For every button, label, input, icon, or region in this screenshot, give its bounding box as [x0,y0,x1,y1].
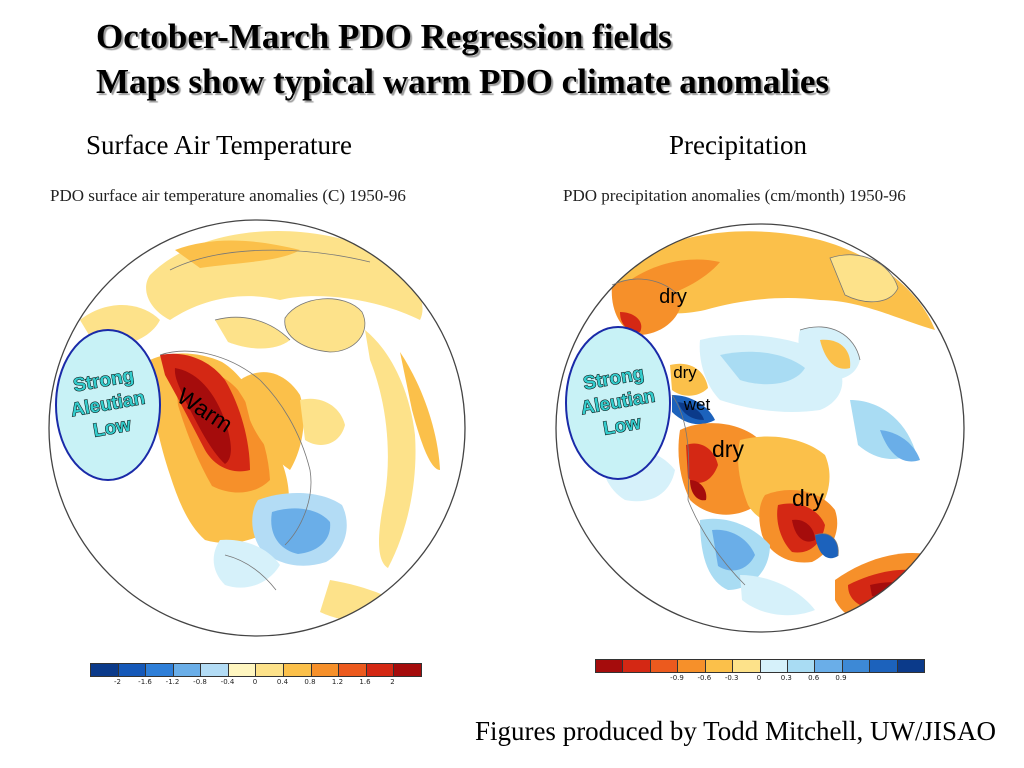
temperature-colorbar-tick-label: 1.2 [331,678,344,686]
left-map-caption: PDO surface air temperature anomalies (C… [50,186,406,205]
precipitation-colorbar-tick-label: -0.9 [670,674,684,682]
temperature-colorbar-tick-label: 1.6 [359,678,371,686]
temperature-colorbar-tick-label: -0.4 [220,678,235,686]
credits-footer: Figures produced by Todd Mitchell, UW/JI… [474,716,996,746]
slide-title: October-March PDO Regression fields Maps… [96,14,829,104]
temperature-colorbar-ticks: -2 -1.6 -1.2 -0.8 -0.4 0 0.4 0.8 1.2 1.6 2 [90,678,420,688]
temperature-colorbar-tick-label: 2 [390,678,395,686]
precipitation-colorbar-tick-label: 0.9 [835,674,847,682]
precipitation-colorbar-swatch [733,660,761,672]
precipitation-colorbar-swatch [678,660,706,672]
temperature-colorbar-tick-label: 0 [252,678,258,686]
temperature-colorbar-swatch [173,664,202,676]
precipitation-colorbar-tick-label: 0.6 [808,674,820,682]
precipitation-colorbar-tick-label: 0.3 [780,674,792,682]
precipitation-colorbar-swatch [787,660,816,672]
temperature-colorbar-swatch [91,664,119,676]
temperature-colorbar [90,663,422,677]
precipitation-colorbar-swatch [842,660,871,672]
temperature-colorbar-swatch [146,664,174,676]
title-line-2: Maps show typical warm PDO climate anoma… [96,62,829,101]
temperature-colorbar-swatch [311,664,340,676]
right-map-caption: PDO precipitation anomalies (cm/month) 1… [563,186,906,205]
precipitation-colorbar [595,659,925,673]
aleutian-low-oval-left [55,329,161,481]
temperature-colorbar-swatch [366,664,395,676]
temperature-colorbar-tick-label: -2 [114,678,121,686]
temperature-colorbar-swatch [256,664,285,676]
dry-label-north: dry [659,286,687,308]
precipitation-colorbar-swatch [815,660,843,672]
left-heading: Surface Air Temperature [86,130,352,160]
precipitation-colorbar-swatch [705,660,734,672]
precipitation-colorbar-swatch [760,660,788,672]
temperature-colorbar-swatch [228,664,257,676]
temperature-colorbar-swatch [339,664,367,676]
temperature-colorbar-tick-label: 0.4 [276,678,289,686]
temperature-colorbar-swatch [201,664,229,676]
temperature-colorbar-tick-label: -1.2 [165,678,180,686]
precipitation-colorbar-swatch [870,660,898,672]
precipitation-colorbar-tick-label: -0.6 [697,674,712,682]
precipitation-colorbar-tick-label: -0.3 [724,674,739,682]
dry-label-southeast: dry [792,485,824,511]
temperature-colorbar-swatch [284,664,312,676]
precipitation-colorbar-ticks: -0.9 -0.6 -0.3 0 0.3 0.6 0.9 [595,674,923,684]
aleutian-low-oval-right [565,326,671,480]
title-line-1: October-March PDO Regression fields [96,17,672,56]
precipitation-colorbar-tick-label: 0 [756,674,762,682]
temperature-colorbar-swatch [394,664,421,676]
dry-label-small: dry [673,363,697,382]
temperature-colorbar-tick-label: -0.8 [193,678,207,686]
precipitation-colorbar-swatch [623,660,651,672]
aleutian-low-label-left: Strong Aleutian Low [69,365,147,443]
precipitation-colorbar-swatch [897,660,925,672]
precipitation-colorbar-swatch [596,660,624,672]
temperature-colorbar-swatch [118,664,147,676]
precipitation-colorbar-swatch [650,660,679,672]
wet-label: wet [683,395,711,414]
temperature-colorbar-tick-label: -1.6 [138,678,152,686]
temperature-colorbar-tick-label: 0.8 [304,678,316,686]
right-heading: Precipitation [669,130,807,160]
dry-label-west: dry [712,436,744,462]
